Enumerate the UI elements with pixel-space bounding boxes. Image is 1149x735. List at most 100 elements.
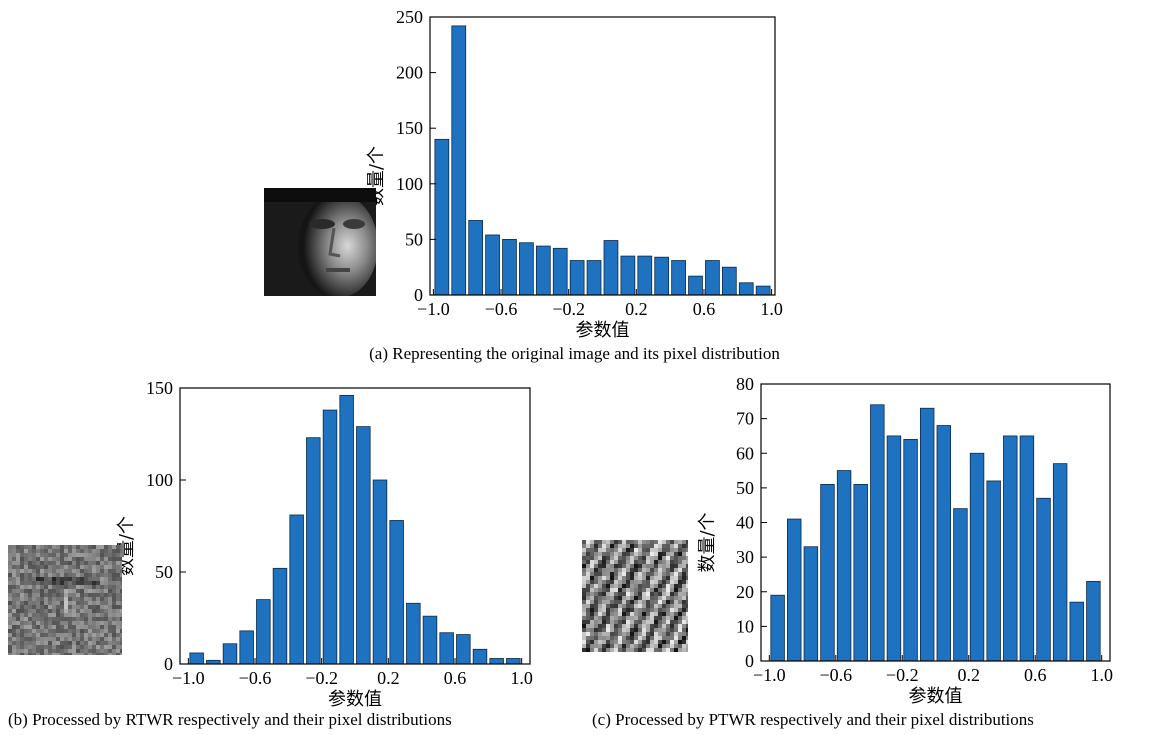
bar-a-16 bbox=[705, 260, 720, 296]
ptwr-processed-texture-thumbnail bbox=[582, 540, 688, 652]
bar-a-5 bbox=[519, 242, 534, 296]
bar-b-9 bbox=[339, 394, 354, 665]
x-tick-label-b-5: 1.0 bbox=[510, 668, 533, 688]
bar-b-14 bbox=[422, 615, 438, 665]
y-tick-label-a-4: 200 bbox=[396, 63, 423, 83]
bar-b-12 bbox=[389, 520, 404, 665]
x-tick-label-a-4: 0.6 bbox=[693, 299, 716, 319]
y-tick-label-c-8: 80 bbox=[736, 374, 754, 394]
x-tick-label-b-1: −0.6 bbox=[239, 668, 272, 688]
bar-a-9 bbox=[586, 260, 602, 296]
x-axis-label-b: 参数值 bbox=[328, 689, 382, 710]
bar-b-11 bbox=[372, 479, 388, 665]
bar-c-1 bbox=[787, 518, 802, 662]
bar-b-19 bbox=[506, 658, 521, 665]
bar-a-12 bbox=[637, 255, 653, 296]
bar-b-5 bbox=[272, 567, 288, 665]
bar-c-0 bbox=[770, 594, 785, 662]
bar-c-7 bbox=[886, 435, 902, 662]
x-tick-label-b-0: −1.0 bbox=[172, 668, 205, 688]
bar-b-2 bbox=[222, 643, 238, 665]
x-tick-label-a-1: −0.6 bbox=[485, 299, 518, 319]
caption-b: (b) Processed by RTWR respectively and t… bbox=[8, 710, 452, 729]
y-tick-label-c-5: 50 bbox=[736, 478, 754, 498]
x-tick-label-a-5: 1.0 bbox=[760, 299, 783, 319]
y-tick-label-c-6: 60 bbox=[736, 443, 754, 463]
chart-c: −1.0 −0.6 −0.2 0.2 0.6 1.0 0 10 20 30 40 50 60 70 80 参数… bbox=[697, 374, 1113, 707]
bar-c-17 bbox=[1052, 463, 1068, 662]
bar-c-14 bbox=[1003, 435, 1018, 662]
bar-c-16 bbox=[1036, 497, 1051, 662]
x-tick-label-a-0: −1.0 bbox=[417, 299, 450, 319]
plot-frame-b bbox=[179, 387, 531, 665]
y-axis-label-c: 数量/个 bbox=[697, 512, 718, 572]
x-tick-label-b-3: 0.2 bbox=[377, 668, 400, 688]
bar-c-10 bbox=[936, 425, 952, 662]
chart-a: −1.0 −0.6 −0.2 0.2 0.6 1.0050100150200250参数值数… bbox=[366, 7, 783, 341]
bar-c-8 bbox=[903, 438, 918, 662]
bar-c-18 bbox=[1069, 601, 1084, 662]
bar-b-7 bbox=[306, 437, 321, 665]
y-tick-label-a-0: 0 bbox=[414, 285, 423, 305]
bar-b-17 bbox=[472, 648, 488, 665]
bar-a-0 bbox=[434, 138, 450, 296]
bar-a-10 bbox=[603, 240, 619, 296]
x-tick-label-c-1: −0.6 bbox=[819, 665, 852, 685]
bar-c-9 bbox=[919, 407, 935, 662]
y-tick-label-b-3: 150 bbox=[146, 378, 173, 398]
x-tick-label-c-4: 0.6 bbox=[1024, 665, 1047, 685]
bar-a-6 bbox=[535, 245, 551, 296]
original-face-thumbnail bbox=[264, 188, 376, 296]
bar-b-16 bbox=[456, 634, 471, 665]
x-axis-label-a: 参数值 bbox=[576, 320, 630, 341]
bar-a-7 bbox=[552, 247, 568, 296]
bar-a-14 bbox=[671, 260, 686, 296]
bar-a-3 bbox=[485, 234, 500, 296]
bar-a-4 bbox=[502, 238, 517, 296]
plot-frame-a bbox=[429, 16, 776, 296]
caption-a: (a) Representing the original image and … bbox=[369, 344, 780, 363]
x-tick-label-b-2: −0.2 bbox=[305, 668, 338, 688]
bar-a-17 bbox=[721, 266, 737, 296]
x-tick-label-a-3: 0.2 bbox=[625, 299, 648, 319]
bar-a-15 bbox=[688, 275, 703, 296]
bar-b-0 bbox=[189, 652, 204, 665]
bar-c-6 bbox=[870, 404, 885, 662]
bar-b-10 bbox=[356, 426, 371, 665]
bar-b-4 bbox=[256, 599, 271, 665]
y-tick-label-c-1: 10 bbox=[736, 616, 754, 636]
y-tick-label-a-2: 100 bbox=[396, 174, 423, 194]
bar-b-6 bbox=[289, 514, 304, 665]
bar-b-8 bbox=[322, 409, 338, 665]
y-tick-label-b-0: 0 bbox=[164, 654, 173, 674]
bar-a-18 bbox=[738, 282, 754, 296]
bar-c-3 bbox=[820, 484, 835, 662]
bar-b-18 bbox=[489, 658, 504, 665]
bar-c-13 bbox=[986, 480, 1001, 662]
bar-a-2 bbox=[468, 220, 484, 296]
y-tick-label-c-2: 20 bbox=[736, 582, 754, 602]
bar-a-1 bbox=[451, 25, 467, 296]
bar-b-13 bbox=[406, 602, 421, 665]
y-tick-label-c-4: 40 bbox=[736, 513, 754, 533]
x-tick-label-c-2: −0.2 bbox=[886, 665, 919, 685]
bar-c-11 bbox=[953, 508, 968, 662]
x-tick-label-c-5: 1.0 bbox=[1090, 665, 1113, 685]
x-tick-label-b-4: 0.6 bbox=[444, 668, 467, 688]
x-tick-label-c-0: −1.0 bbox=[753, 665, 786, 685]
bar-c-15 bbox=[1019, 435, 1035, 662]
y-tick-label-b-1: 50 bbox=[155, 562, 173, 582]
bar-c-12 bbox=[969, 452, 985, 662]
y-tick-label-c-0: 0 bbox=[745, 651, 754, 671]
bar-b-15 bbox=[439, 632, 454, 665]
y-tick-label-b-2: 100 bbox=[146, 470, 173, 490]
x-tick-label-a-2: −0.2 bbox=[552, 299, 585, 319]
bar-a-13 bbox=[654, 256, 670, 296]
bar-a-19 bbox=[755, 285, 771, 296]
caption-c: (c) Processed by PTWR respectively and t… bbox=[592, 710, 1034, 729]
y-tick-label-c-7: 70 bbox=[736, 409, 754, 429]
y-tick-label-c-3: 30 bbox=[736, 547, 754, 567]
y-tick-label-a-3: 150 bbox=[396, 118, 423, 138]
